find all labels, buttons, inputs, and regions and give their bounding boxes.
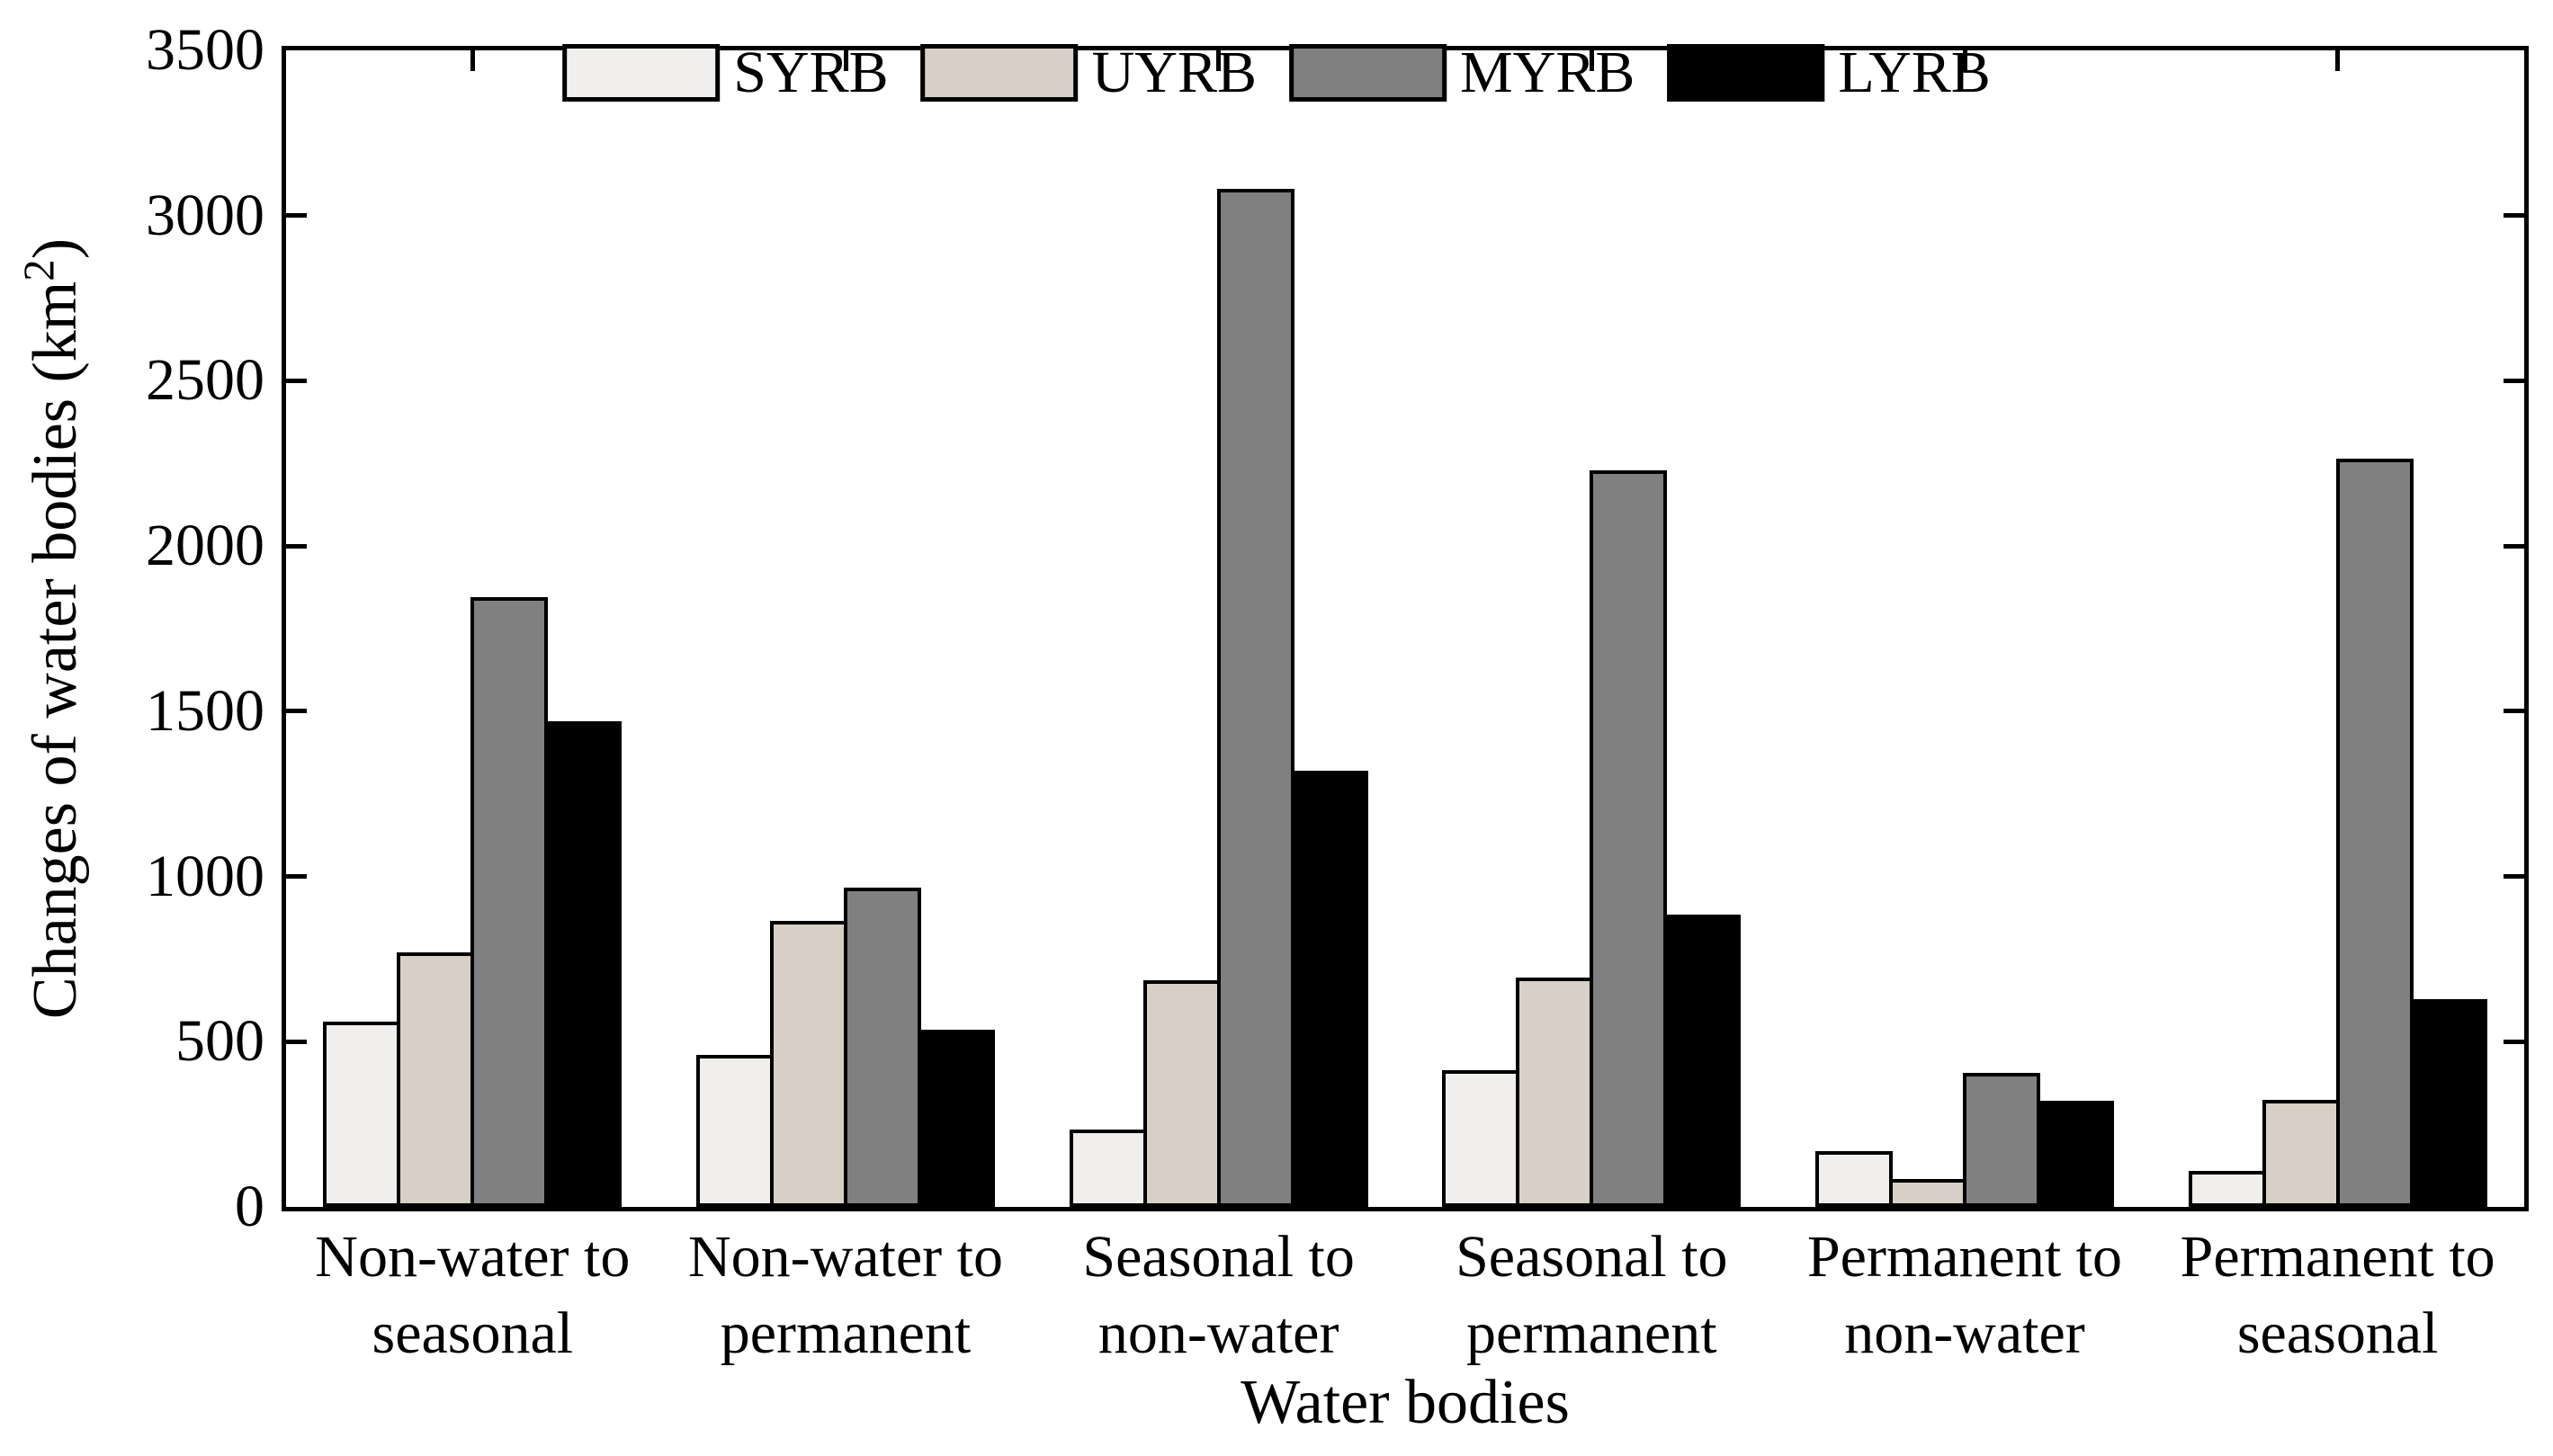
legend-item-myrb: MYRB — [1288, 40, 1635, 105]
x-category-label: Permanent to non-water — [1778, 1219, 2152, 1371]
bar-syrb-cat4 — [1442, 1069, 1520, 1207]
x-category-label: Seasonal to permanent — [1405, 1219, 1778, 1371]
bar-myrb-cat1 — [470, 597, 549, 1207]
x-category-label: Non-water to seasonal — [286, 1219, 659, 1371]
bar-syrb-cat6 — [2188, 1170, 2266, 1207]
x-axis-title: Water bodies — [1241, 1368, 1570, 1437]
y-tick-mark-right — [2504, 874, 2524, 880]
x-category-label: Permanent to seasonal — [2151, 1219, 2524, 1371]
legend: SYRB UYRB MYRB LYRB — [562, 43, 1991, 103]
x-category-label-line1: Non-water to — [315, 1224, 631, 1290]
y-tick-mark-left — [286, 543, 307, 549]
legend-swatch-uyrb — [920, 44, 1079, 102]
y-tick-mark-left — [286, 874, 307, 880]
bar-lyrb-cat5 — [2037, 1101, 2114, 1207]
x-category-label: Non-water to permanent — [659, 1219, 1033, 1371]
y-tick-label: 1500 — [146, 677, 264, 744]
legend-label-syrb: SYRB — [733, 40, 889, 105]
y-tick-label: 0 — [235, 1174, 264, 1239]
bar-syrb-cat3 — [1069, 1129, 1147, 1207]
bar-uyrb-cat5 — [1889, 1178, 1966, 1207]
x-category-label-line2: non-water — [1097, 1300, 1339, 1366]
bar-lyrb-cat1 — [544, 720, 623, 1207]
y-tick-label: 3000 — [146, 182, 264, 248]
x-category-label: Seasonal to non-water — [1032, 1219, 1405, 1371]
y-tick-mark-left — [286, 213, 307, 219]
x-tick-mark-top — [470, 50, 475, 71]
bar-syrb-cat1 — [323, 1022, 401, 1207]
legend-label-lyrb: LYRB — [1838, 40, 1991, 105]
legend-swatch-syrb — [562, 44, 721, 102]
legend-swatch-myrb — [1288, 44, 1447, 102]
x-tick-mark-top — [1589, 50, 1594, 71]
bar-lyrb-cat2 — [918, 1030, 995, 1207]
legend-item-uyrb: UYRB — [920, 40, 1257, 105]
x-category-label-line2: seasonal — [372, 1300, 574, 1366]
bar-uyrb-cat2 — [770, 921, 847, 1207]
x-category-label-line1: Permanent to — [2180, 1224, 2495, 1290]
bar-myrb-cat5 — [1963, 1073, 2040, 1207]
y-tick-label: 500 — [175, 1008, 264, 1075]
x-category-label-line2: seasonal — [2236, 1300, 2439, 1366]
y-tick-mark-left — [286, 709, 307, 714]
y-tick-mark-right — [2504, 1039, 2524, 1044]
y-tick-mark-right — [2504, 378, 2524, 383]
bar-uyrb-cat6 — [2262, 1099, 2340, 1207]
y-tick-mark-right — [2504, 213, 2524, 219]
bar-uyrb-cat4 — [1516, 977, 1594, 1207]
y-tick-mark-right — [2504, 543, 2524, 549]
bar-syrb-cat5 — [1815, 1150, 1893, 1207]
bar-lyrb-cat6 — [2409, 998, 2487, 1207]
x-category-label-line2: permanent — [1466, 1300, 1717, 1366]
legend-swatch-lyrb — [1667, 44, 1825, 102]
y-tick-mark-left — [286, 1039, 307, 1044]
x-category-label-line1: Seasonal to — [1456, 1224, 1728, 1290]
bar-uyrb-cat3 — [1142, 980, 1221, 1207]
legend-item-lyrb: LYRB — [1667, 40, 1991, 105]
legend-label-myrb: MYRB — [1459, 40, 1635, 105]
x-tick-mark-top — [843, 50, 848, 71]
legend-item-syrb: SYRB — [562, 40, 889, 105]
x-category-label-line1: Seasonal to — [1082, 1224, 1355, 1290]
y-tick-label: 3500 — [146, 17, 264, 83]
x-category-label-line2: non-water — [1844, 1300, 2085, 1366]
y-tick-mark-left — [286, 378, 307, 383]
y-tick-label: 2500 — [146, 347, 264, 414]
x-tick-mark-top — [1962, 50, 1967, 71]
x-category-label-line1: Permanent to — [1806, 1224, 2123, 1290]
bar-myrb-cat3 — [1216, 189, 1294, 1207]
bar-uyrb-cat1 — [397, 952, 475, 1207]
y-tick-label: 1000 — [146, 843, 264, 909]
x-tick-mark-top — [1216, 50, 1222, 71]
y-axis-title-superscript: 2 — [13, 259, 64, 281]
x-category-label-line1: Non-water to — [687, 1224, 1003, 1290]
bar-myrb-cat6 — [2335, 458, 2414, 1207]
legend-label-uyrb: UYRB — [1091, 40, 1257, 105]
y-tick-mark-right — [2504, 709, 2524, 714]
bar-myrb-cat2 — [844, 888, 921, 1207]
bar-lyrb-cat3 — [1290, 770, 1368, 1207]
bar-syrb-cat2 — [696, 1054, 774, 1207]
x-category-label-line2: permanent — [720, 1300, 972, 1366]
y-tick-label: 2000 — [146, 513, 264, 579]
plot-area — [282, 46, 2529, 1211]
x-tick-mark-top — [2335, 50, 2341, 71]
bar-myrb-cat4 — [1590, 469, 1668, 1207]
bar-lyrb-cat4 — [1663, 914, 1742, 1207]
